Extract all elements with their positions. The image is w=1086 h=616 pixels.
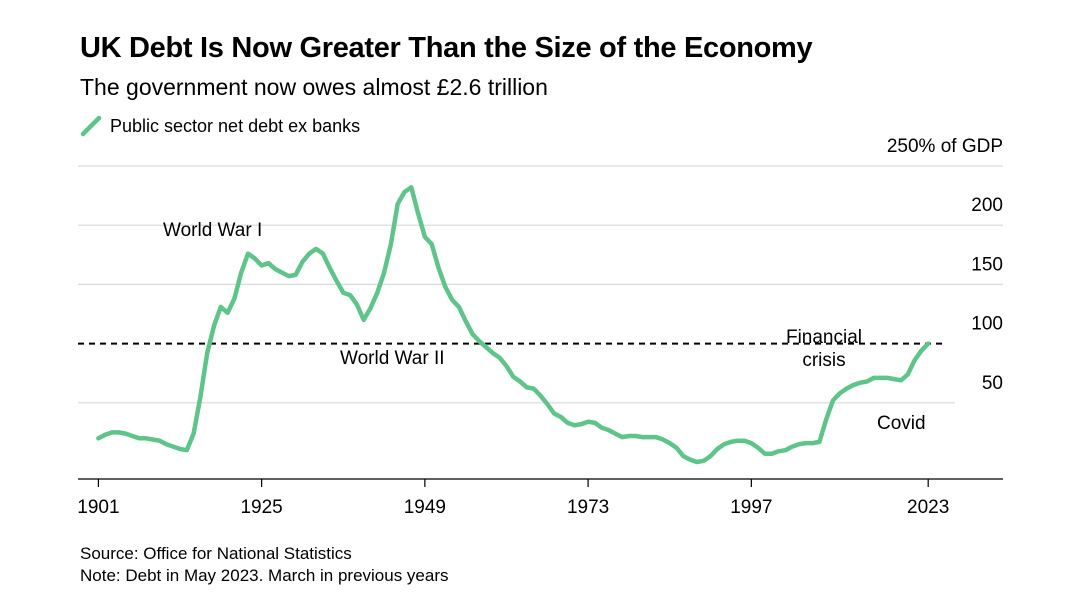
legend-label: Public sector net debt ex banks [110, 115, 361, 136]
annotation-world-war-2: World War II [340, 348, 445, 369]
y-tick-label-150: 150 [971, 254, 1003, 275]
source-note: Source: Office for National Statistics [80, 544, 352, 563]
annotation-financial-crisis-line2: crisis [802, 350, 845, 371]
x-tick-label-1973: 1973 [567, 497, 609, 518]
annotation-covid: Covid [877, 413, 926, 434]
y-tick-label-250: 250% of GDP [887, 136, 1003, 157]
annotation-world-war-1: World War I [163, 220, 262, 241]
x-tick-label-1925: 1925 [240, 497, 282, 518]
debt-note: Note: Debt in May 2023. March in previou… [80, 566, 449, 585]
legend-line-icon [80, 115, 102, 137]
y-tick-label-100: 100 [971, 314, 1003, 335]
chart-subtitle: The government now owes almost £2.6 tril… [80, 74, 548, 100]
annotation-financial-crisis-line1: Financial [786, 327, 862, 348]
series-line [96, 185, 931, 465]
x-tick-label-1949: 1949 [404, 497, 446, 518]
legend: Public sector net debt ex banks [80, 115, 360, 137]
x-tick-label-2023: 2023 [907, 497, 949, 518]
x-tick-label-1997: 1997 [730, 497, 772, 518]
y-tick-label-50: 50 [982, 373, 1003, 394]
x-tick-label-1901: 1901 [77, 497, 119, 518]
footer: Source: Office for National Statistics N… [80, 543, 449, 587]
chart-title: UK Debt Is Now Greater Than the Size of … [80, 32, 813, 64]
y-tick-label-200: 200 [971, 195, 1003, 216]
